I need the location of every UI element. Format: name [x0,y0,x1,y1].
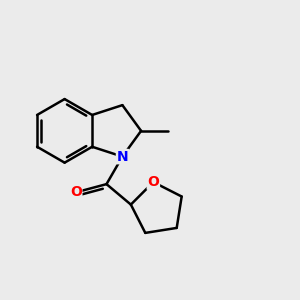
Text: O: O [147,175,159,189]
Text: N: N [117,150,128,164]
Text: O: O [70,185,82,200]
